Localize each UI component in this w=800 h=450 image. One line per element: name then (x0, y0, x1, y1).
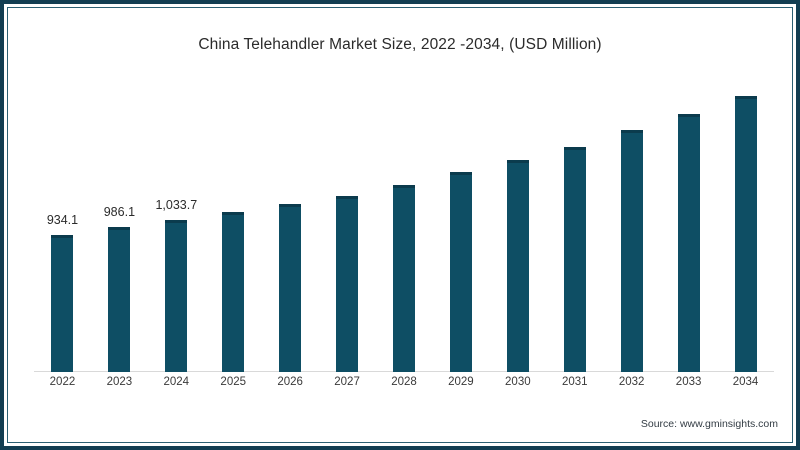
bar-value-label-2024: 1,033.7 (155, 198, 198, 213)
chart-title: China Telehandler Market Size, 2022 -203… (198, 36, 602, 53)
source-attribution: Source: www.gminsights.com (640, 418, 778, 430)
bar-2025 (222, 211, 245, 372)
bar-group-2023: 986.1 (91, 84, 148, 372)
bar-2027 (336, 196, 359, 372)
bar-group-2033 (660, 84, 717, 372)
x-tick-2033: 2033 (675, 376, 702, 388)
x-tick-2034: 2034 (732, 376, 759, 388)
x-tick-2032: 2032 (618, 376, 645, 388)
x-tick-2026: 2026 (277, 376, 303, 388)
x-tick-2027: 2027 (334, 376, 360, 388)
bar-2026 (279, 204, 302, 372)
bar-group-2031 (546, 84, 603, 372)
x-tick-2023: 2023 (106, 376, 133, 388)
bar-2022 (51, 234, 74, 372)
bar-2028 (392, 185, 415, 372)
bar-group-2032 (603, 84, 660, 372)
bar-group-2030 (489, 84, 546, 372)
x-tick-2025: 2025 (220, 376, 247, 388)
x-tick-2031: 2031 (561, 376, 588, 388)
bar-group-2027 (319, 84, 376, 372)
bar-group-2034 (717, 84, 774, 372)
bar-value-label-2023: 986.1 (103, 205, 136, 220)
bar-group-2022: 934.1 (34, 84, 91, 372)
bar-2031 (563, 147, 586, 372)
bar-group-2028 (376, 84, 433, 372)
bar-2030 (506, 160, 529, 372)
bar-group-2029 (432, 84, 489, 372)
bar-2033 (677, 114, 700, 372)
bar-group-2025 (205, 84, 262, 372)
x-tick-2029: 2029 (448, 376, 474, 388)
bar-group-2024: 1,033.7 (148, 84, 205, 372)
bar-2023 (108, 227, 131, 372)
bar-2032 (620, 130, 643, 372)
plot-area: 934.1 986.1 1,033.7 (34, 84, 774, 372)
bar-value-label-2022: 934.1 (46, 212, 79, 227)
x-tick-2024: 2024 (163, 376, 190, 388)
x-tick-2022: 2022 (49, 376, 76, 388)
bar-group-2026 (262, 84, 319, 372)
x-tick-2030: 2030 (505, 376, 531, 388)
x-tick-2028: 2028 (391, 376, 417, 388)
bar-2034 (734, 96, 757, 372)
bar-2024 (165, 220, 188, 372)
x-axis-tick-labels: 2022 2023 2024 2025 2026 2027 2028 2029 2030 2031… (34, 376, 774, 396)
bar-2029 (449, 172, 472, 372)
